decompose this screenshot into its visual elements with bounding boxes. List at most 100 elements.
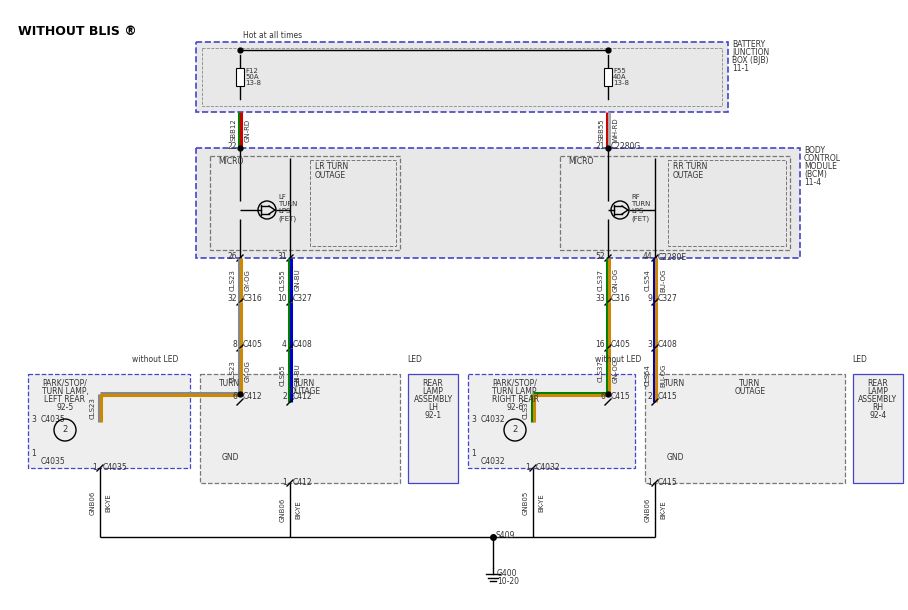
Text: TURN LAMP,: TURN LAMP,	[491, 387, 538, 396]
Text: OUTAGE: OUTAGE	[290, 387, 321, 396]
Text: BK-YE: BK-YE	[538, 493, 544, 512]
Text: LPS: LPS	[278, 208, 291, 214]
Text: C408: C408	[658, 340, 677, 349]
Text: 50A: 50A	[245, 74, 259, 80]
Text: LEFT REAR: LEFT REAR	[44, 395, 85, 404]
Text: RIGHT REAR: RIGHT REAR	[491, 395, 538, 404]
Text: TURN: TURN	[294, 379, 316, 388]
Bar	[853, 374, 903, 483]
Text: F55: F55	[613, 68, 626, 74]
Text: LED: LED	[853, 355, 867, 364]
Text: 6: 6	[600, 392, 605, 401]
Text: C4032: C4032	[536, 463, 560, 472]
Text: 16: 16	[596, 340, 605, 349]
Text: LH: LH	[428, 403, 438, 412]
Text: 3: 3	[471, 415, 476, 424]
Text: C327: C327	[658, 294, 677, 303]
Text: LAMP: LAMP	[867, 387, 888, 396]
Text: 3: 3	[647, 340, 652, 349]
Text: WH-RD: WH-RD	[613, 118, 619, 142]
Text: CLS23: CLS23	[230, 360, 236, 382]
Text: CLS37: CLS37	[598, 360, 604, 382]
Text: GN-OG: GN-OG	[613, 268, 619, 292]
Text: GN-BU: GN-BU	[295, 364, 301, 386]
Text: BU-OG: BU-OG	[660, 268, 666, 292]
Text: 13-8: 13-8	[613, 80, 629, 86]
Text: LF: LF	[278, 194, 286, 200]
Bar	[200, 374, 400, 483]
Bar	[196, 148, 800, 258]
Text: 11-1: 11-1	[732, 64, 749, 73]
Text: REAR: REAR	[422, 379, 443, 388]
Text: 10-20: 10-20	[497, 577, 519, 586]
Text: (FET): (FET)	[631, 215, 649, 221]
Text: C327: C327	[293, 294, 312, 303]
Text: CLS55: CLS55	[280, 364, 286, 386]
Text: BU-OG: BU-OG	[660, 364, 666, 387]
Text: 1: 1	[31, 449, 35, 458]
Bar	[28, 374, 190, 468]
Text: PARK/STOP/: PARK/STOP/	[492, 379, 538, 388]
Text: F12: F12	[245, 68, 258, 74]
Text: BATTERY: BATTERY	[732, 40, 765, 49]
Bar	[310, 160, 396, 246]
Text: 1: 1	[525, 463, 530, 472]
Bar	[210, 156, 400, 250]
Text: 40A: 40A	[613, 74, 627, 80]
Text: C405: C405	[611, 340, 631, 349]
Text: 2: 2	[63, 426, 67, 434]
Text: 13-8: 13-8	[245, 80, 261, 86]
Text: TURN: TURN	[220, 379, 241, 388]
Text: TURN: TURN	[278, 201, 298, 207]
Text: C405: C405	[243, 340, 263, 349]
Text: 26: 26	[227, 252, 237, 261]
Text: CONTROL: CONTROL	[804, 154, 841, 163]
Bar	[236, 68, 244, 86]
Text: Hot at all times: Hot at all times	[243, 31, 302, 40]
Text: S409: S409	[496, 531, 516, 540]
Text: BODY: BODY	[804, 146, 825, 155]
Text: C4035: C4035	[41, 457, 65, 466]
Text: 92-6: 92-6	[507, 403, 524, 412]
Bar	[408, 374, 458, 483]
Text: OUTAGE: OUTAGE	[673, 171, 704, 180]
Text: MICRO: MICRO	[568, 157, 593, 166]
Text: 3: 3	[31, 415, 36, 424]
Text: OUTAGE: OUTAGE	[735, 387, 765, 396]
Text: 4: 4	[282, 340, 287, 349]
Text: CLS23: CLS23	[230, 269, 236, 291]
Text: ASSEMBLY: ASSEMBLY	[413, 395, 452, 404]
Bar	[468, 374, 635, 468]
Text: CLS37: CLS37	[598, 269, 604, 291]
Bar	[196, 42, 728, 112]
Text: CLS37: CLS37	[523, 397, 529, 419]
Text: C415: C415	[658, 478, 677, 487]
Text: 31: 31	[277, 252, 287, 261]
Bar	[604, 68, 612, 86]
Bar	[645, 374, 845, 483]
Text: GNB06: GNB06	[645, 498, 651, 522]
Text: OUTAGE: OUTAGE	[315, 171, 346, 180]
Bar	[560, 156, 790, 250]
Text: 1: 1	[93, 463, 97, 472]
Text: C4032: C4032	[481, 457, 506, 466]
Text: REAR: REAR	[868, 379, 888, 388]
Text: RH: RH	[873, 403, 883, 412]
Text: 1: 1	[282, 478, 287, 487]
Text: C412: C412	[293, 392, 312, 401]
Text: CLS54: CLS54	[645, 269, 651, 291]
Text: LAMP: LAMP	[422, 387, 443, 396]
Bar	[668, 160, 786, 246]
Text: BOX (BJB): BOX (BJB)	[732, 56, 768, 65]
Text: 9: 9	[647, 294, 652, 303]
Text: C415: C415	[611, 392, 631, 401]
Text: C4035: C4035	[103, 463, 128, 472]
Text: 11-4: 11-4	[804, 178, 821, 187]
Text: SBB12: SBB12	[230, 118, 236, 142]
Text: without LED: without LED	[595, 355, 641, 364]
Text: BK-YE: BK-YE	[295, 501, 301, 519]
Text: TURN LAMP,: TURN LAMP,	[42, 387, 88, 396]
Text: C316: C316	[243, 294, 262, 303]
Text: LR TURN: LR TURN	[315, 162, 349, 171]
Text: 6: 6	[232, 392, 237, 401]
